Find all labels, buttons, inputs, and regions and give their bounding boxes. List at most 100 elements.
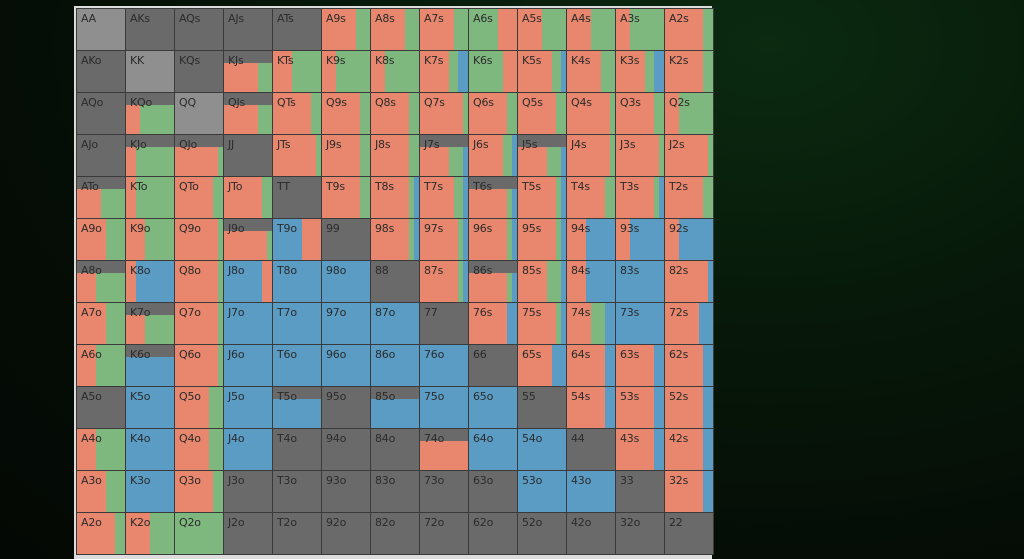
hand-cell-Q3s[interactable]: Q3s xyxy=(616,93,664,134)
hand-cell-Q4s[interactable]: Q4s xyxy=(567,93,615,134)
hand-cell-A5o[interactable]: A5o xyxy=(77,387,125,428)
hand-cell-Q2s[interactable]: Q2s xyxy=(665,93,713,134)
hand-cell-AKs[interactable]: AKs xyxy=(126,9,174,50)
hand-cell-73s[interactable]: 73s xyxy=(616,303,664,344)
hand-cell-K4o[interactable]: K4o xyxy=(126,429,174,470)
hand-cell-55[interactable]: 55 xyxy=(518,387,566,428)
hand-cell-97s[interactable]: 97s xyxy=(420,219,468,260)
hand-cell-82o[interactable]: 82o xyxy=(371,513,419,554)
hand-cell-72o[interactable]: 72o xyxy=(420,513,468,554)
hand-cell-76s[interactable]: 76s xyxy=(469,303,517,344)
hand-cell-52o[interactable]: 52o xyxy=(518,513,566,554)
hand-cell-Q3o[interactable]: Q3o xyxy=(175,471,223,512)
hand-cell-72s[interactable]: 72s xyxy=(665,303,713,344)
hand-cell-KTo[interactable]: KTo xyxy=(126,177,174,218)
hand-cell-QJs[interactable]: QJs xyxy=(224,93,272,134)
hand-cell-T7o[interactable]: T7o xyxy=(273,303,321,344)
hand-cell-J3s[interactable]: J3s xyxy=(616,135,664,176)
hand-cell-Q7s[interactable]: Q7s xyxy=(420,93,468,134)
hand-cell-T8s[interactable]: T8s xyxy=(371,177,419,218)
hand-cell-Q5o[interactable]: Q5o xyxy=(175,387,223,428)
hand-cell-KJo[interactable]: KJo xyxy=(126,135,174,176)
hand-cell-77[interactable]: 77 xyxy=(420,303,468,344)
hand-cell-T5o[interactable]: T5o xyxy=(273,387,321,428)
hand-cell-74o[interactable]: 74o xyxy=(420,429,468,470)
hand-cell-J8o[interactable]: J8o xyxy=(224,261,272,302)
hand-cell-A3o[interactable]: A3o xyxy=(77,471,125,512)
hand-cell-Q9o[interactable]: Q9o xyxy=(175,219,223,260)
hand-cell-A3s[interactable]: A3s xyxy=(616,9,664,50)
hand-cell-J4o[interactable]: J4o xyxy=(224,429,272,470)
hand-cell-A7o[interactable]: A7o xyxy=(77,303,125,344)
hand-cell-J6s[interactable]: J6s xyxy=(469,135,517,176)
hand-cell-K4s[interactable]: K4s xyxy=(567,51,615,92)
hand-cell-T2o[interactable]: T2o xyxy=(273,513,321,554)
hand-cell-63s[interactable]: 63s xyxy=(616,345,664,386)
hand-cell-J7s[interactable]: J7s xyxy=(420,135,468,176)
hand-cell-62o[interactable]: 62o xyxy=(469,513,517,554)
hand-cell-32o[interactable]: 32o xyxy=(616,513,664,554)
hand-cell-KQs[interactable]: KQs xyxy=(175,51,223,92)
hand-cell-QQ[interactable]: QQ xyxy=(175,93,223,134)
hand-cell-84s[interactable]: 84s xyxy=(567,261,615,302)
hand-cell-K8o[interactable]: K8o xyxy=(126,261,174,302)
hand-cell-93o[interactable]: 93o xyxy=(322,471,370,512)
hand-cell-A6s[interactable]: A6s xyxy=(469,9,517,50)
hand-cell-66[interactable]: 66 xyxy=(469,345,517,386)
hand-cell-43s[interactable]: 43s xyxy=(616,429,664,470)
hand-cell-95s[interactable]: 95s xyxy=(518,219,566,260)
hand-cell-KTs[interactable]: KTs xyxy=(273,51,321,92)
hand-cell-84o[interactable]: 84o xyxy=(371,429,419,470)
hand-cell-T5s[interactable]: T5s xyxy=(518,177,566,218)
hand-cell-QTo[interactable]: QTo xyxy=(175,177,223,218)
hand-cell-T4o[interactable]: T4o xyxy=(273,429,321,470)
hand-cell-A8s[interactable]: A8s xyxy=(371,9,419,50)
hand-cell-65s[interactable]: 65s xyxy=(518,345,566,386)
hand-cell-K7s[interactable]: K7s xyxy=(420,51,468,92)
hand-cell-94o[interactable]: 94o xyxy=(322,429,370,470)
hand-cell-65o[interactable]: 65o xyxy=(469,387,517,428)
hand-cell-JJ[interactable]: JJ xyxy=(224,135,272,176)
hand-cell-97o[interactable]: 97o xyxy=(322,303,370,344)
hand-cell-96s[interactable]: 96s xyxy=(469,219,517,260)
hand-cell-64o[interactable]: 64o xyxy=(469,429,517,470)
hand-cell-J2s[interactable]: J2s xyxy=(665,135,713,176)
hand-cell-QTs[interactable]: QTs xyxy=(273,93,321,134)
hand-cell-63o[interactable]: 63o xyxy=(469,471,517,512)
hand-cell-QJo[interactable]: QJo xyxy=(175,135,223,176)
hand-cell-J2o[interactable]: J2o xyxy=(224,513,272,554)
hand-cell-98o[interactable]: 98o xyxy=(322,261,370,302)
hand-cell-J9o[interactable]: J9o xyxy=(224,219,272,260)
hand-cell-KJs[interactable]: KJs xyxy=(224,51,272,92)
hand-cell-T6o[interactable]: T6o xyxy=(273,345,321,386)
hand-cell-K8s[interactable]: K8s xyxy=(371,51,419,92)
hand-cell-32s[interactable]: 32s xyxy=(665,471,713,512)
hand-cell-95o[interactable]: 95o xyxy=(322,387,370,428)
hand-cell-T3s[interactable]: T3s xyxy=(616,177,664,218)
hand-cell-54o[interactable]: 54o xyxy=(518,429,566,470)
hand-cell-A2o[interactable]: A2o xyxy=(77,513,125,554)
hand-cell-KK[interactable]: KK xyxy=(126,51,174,92)
hand-cell-AA[interactable]: AA xyxy=(77,9,125,50)
hand-cell-54s[interactable]: 54s xyxy=(567,387,615,428)
hand-cell-J5s[interactable]: J5s xyxy=(518,135,566,176)
hand-cell-Q7o[interactable]: Q7o xyxy=(175,303,223,344)
hand-cell-99[interactable]: 99 xyxy=(322,219,370,260)
hand-cell-K2s[interactable]: K2s xyxy=(665,51,713,92)
hand-cell-94s[interactable]: 94s xyxy=(567,219,615,260)
hand-cell-ATs[interactable]: ATs xyxy=(273,9,321,50)
hand-cell-76o[interactable]: 76o xyxy=(420,345,468,386)
hand-cell-JTo[interactable]: JTo xyxy=(224,177,272,218)
hand-cell-85o[interactable]: 85o xyxy=(371,387,419,428)
hand-cell-93s[interactable]: 93s xyxy=(616,219,664,260)
hand-cell-52s[interactable]: 52s xyxy=(665,387,713,428)
hand-cell-AKo[interactable]: AKo xyxy=(77,51,125,92)
hand-cell-83o[interactable]: 83o xyxy=(371,471,419,512)
hand-cell-Q2o[interactable]: Q2o xyxy=(175,513,223,554)
hand-cell-J5o[interactable]: J5o xyxy=(224,387,272,428)
hand-cell-75o[interactable]: 75o xyxy=(420,387,468,428)
hand-cell-86o[interactable]: 86o xyxy=(371,345,419,386)
hand-cell-83s[interactable]: 83s xyxy=(616,261,664,302)
hand-cell-92o[interactable]: 92o xyxy=(322,513,370,554)
hand-cell-42o[interactable]: 42o xyxy=(567,513,615,554)
